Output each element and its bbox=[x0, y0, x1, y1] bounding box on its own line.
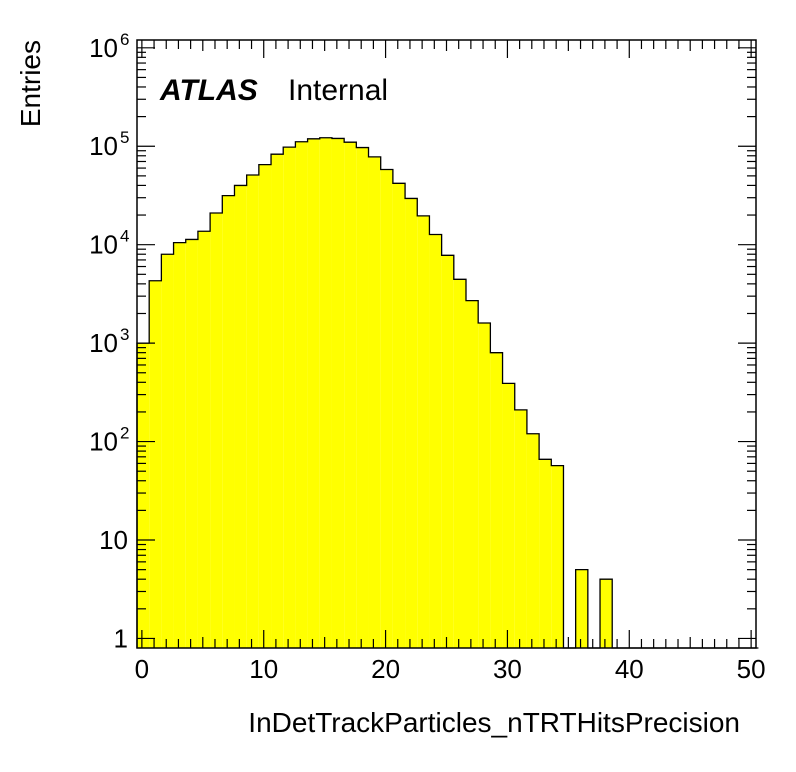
histogram-bin bbox=[380, 169, 393, 648]
histogram-bin bbox=[234, 185, 247, 648]
x-tick-label: 20 bbox=[371, 654, 400, 684]
y-tick-exponent: 5 bbox=[120, 128, 129, 147]
axis-ticks bbox=[137, 40, 756, 648]
histogram-outline bbox=[136, 137, 759, 649]
histogram-bin bbox=[161, 254, 174, 648]
histogram-bin bbox=[283, 147, 296, 648]
x-tick-label: 10 bbox=[249, 654, 278, 684]
histogram-bin bbox=[271, 154, 284, 648]
histogram-bin bbox=[258, 164, 272, 648]
y-tick-exponent: 4 bbox=[120, 227, 129, 246]
y-tick-label: 10 bbox=[89, 328, 118, 358]
histogram-bin bbox=[405, 198, 418, 648]
x-tick-label: 0 bbox=[135, 654, 149, 684]
x-axis-title: InDetTrackParticles_nTRTHitsPrecision bbox=[248, 707, 740, 738]
histogram-bin bbox=[526, 433, 540, 648]
histogram-bin bbox=[368, 156, 381, 648]
histogram-bin bbox=[429, 234, 442, 648]
histogram-bin bbox=[173, 242, 186, 649]
y-tick-label: 10 bbox=[89, 33, 118, 63]
histogram-bin bbox=[149, 280, 162, 648]
histogram-bin bbox=[441, 255, 454, 649]
histogram-bin bbox=[392, 183, 406, 648]
y-tick-exponent: 6 bbox=[120, 30, 129, 49]
histogram-bin bbox=[478, 323, 491, 648]
x-tick-label: 50 bbox=[737, 654, 766, 684]
histogram-bin bbox=[222, 195, 235, 649]
histogram-bars bbox=[137, 137, 613, 649]
histogram-bin bbox=[210, 212, 223, 648]
y-tick-label: 10 bbox=[99, 525, 128, 555]
histogram-bin bbox=[417, 215, 430, 649]
y-tick-label: 10 bbox=[89, 230, 118, 260]
y-tick-exponent: 2 bbox=[120, 424, 129, 443]
histogram-bin bbox=[307, 138, 320, 648]
histogram-bin bbox=[185, 239, 198, 648]
histogram-bin bbox=[490, 352, 503, 648]
y-tick-label: 10 bbox=[89, 131, 118, 161]
histogram-bin bbox=[551, 465, 564, 648]
histogram-bin bbox=[344, 142, 357, 649]
histogram-bin bbox=[137, 343, 150, 648]
histogram-bin bbox=[246, 175, 259, 648]
histogram-bin bbox=[575, 569, 588, 648]
histogram-bin bbox=[331, 138, 345, 648]
y-tick-exponent: 3 bbox=[120, 325, 129, 344]
y-tick-label: 10 bbox=[89, 427, 118, 457]
histogram-bin bbox=[514, 409, 527, 648]
x-tick-label: 40 bbox=[615, 654, 644, 684]
histogram-bin bbox=[356, 147, 369, 648]
histogram-bin bbox=[539, 459, 552, 648]
x-tick-labels: 0 10 20 30 40 50 bbox=[135, 654, 766, 684]
histogram-bin bbox=[295, 141, 308, 648]
histogram-bin bbox=[197, 231, 211, 648]
y-tick-label: 1 bbox=[114, 623, 128, 653]
histogram-bin bbox=[502, 383, 515, 648]
histogram-bin bbox=[465, 300, 479, 648]
histogram-bin bbox=[453, 279, 466, 648]
internal-label: Internal bbox=[288, 74, 388, 107]
histogram-bin bbox=[319, 137, 332, 648]
x-tick-label: 30 bbox=[493, 654, 522, 684]
histogram-bin bbox=[600, 579, 613, 648]
y-axis-title: Entries bbox=[15, 40, 46, 127]
atlas-label: ATLAS bbox=[159, 74, 258, 107]
